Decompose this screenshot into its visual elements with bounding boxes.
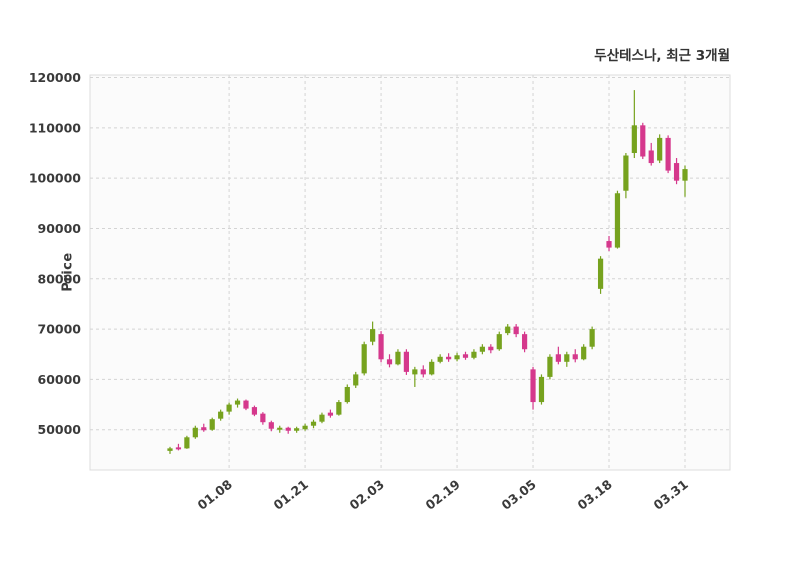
svg-text:01.08: 01.08 bbox=[195, 477, 235, 513]
svg-text:50000: 50000 bbox=[38, 422, 82, 437]
svg-text:03.05: 03.05 bbox=[498, 477, 538, 513]
svg-text:110000: 110000 bbox=[29, 120, 81, 135]
svg-text:01.21: 01.21 bbox=[271, 477, 311, 513]
svg-text:100000: 100000 bbox=[29, 171, 81, 186]
svg-text:03.18: 03.18 bbox=[574, 477, 614, 513]
svg-text:80000: 80000 bbox=[38, 271, 82, 286]
svg-text:70000: 70000 bbox=[38, 322, 82, 337]
svg-text:02.19: 02.19 bbox=[422, 477, 462, 513]
chart-title: 두산테스나, 최근 3개월 bbox=[594, 48, 730, 64]
svg-text:120000: 120000 bbox=[29, 70, 81, 85]
svg-text:02.03: 02.03 bbox=[347, 477, 387, 513]
svg-text:60000: 60000 bbox=[38, 372, 82, 387]
svg-text:03.31: 03.31 bbox=[650, 477, 690, 513]
svg-text:90000: 90000 bbox=[38, 221, 82, 236]
